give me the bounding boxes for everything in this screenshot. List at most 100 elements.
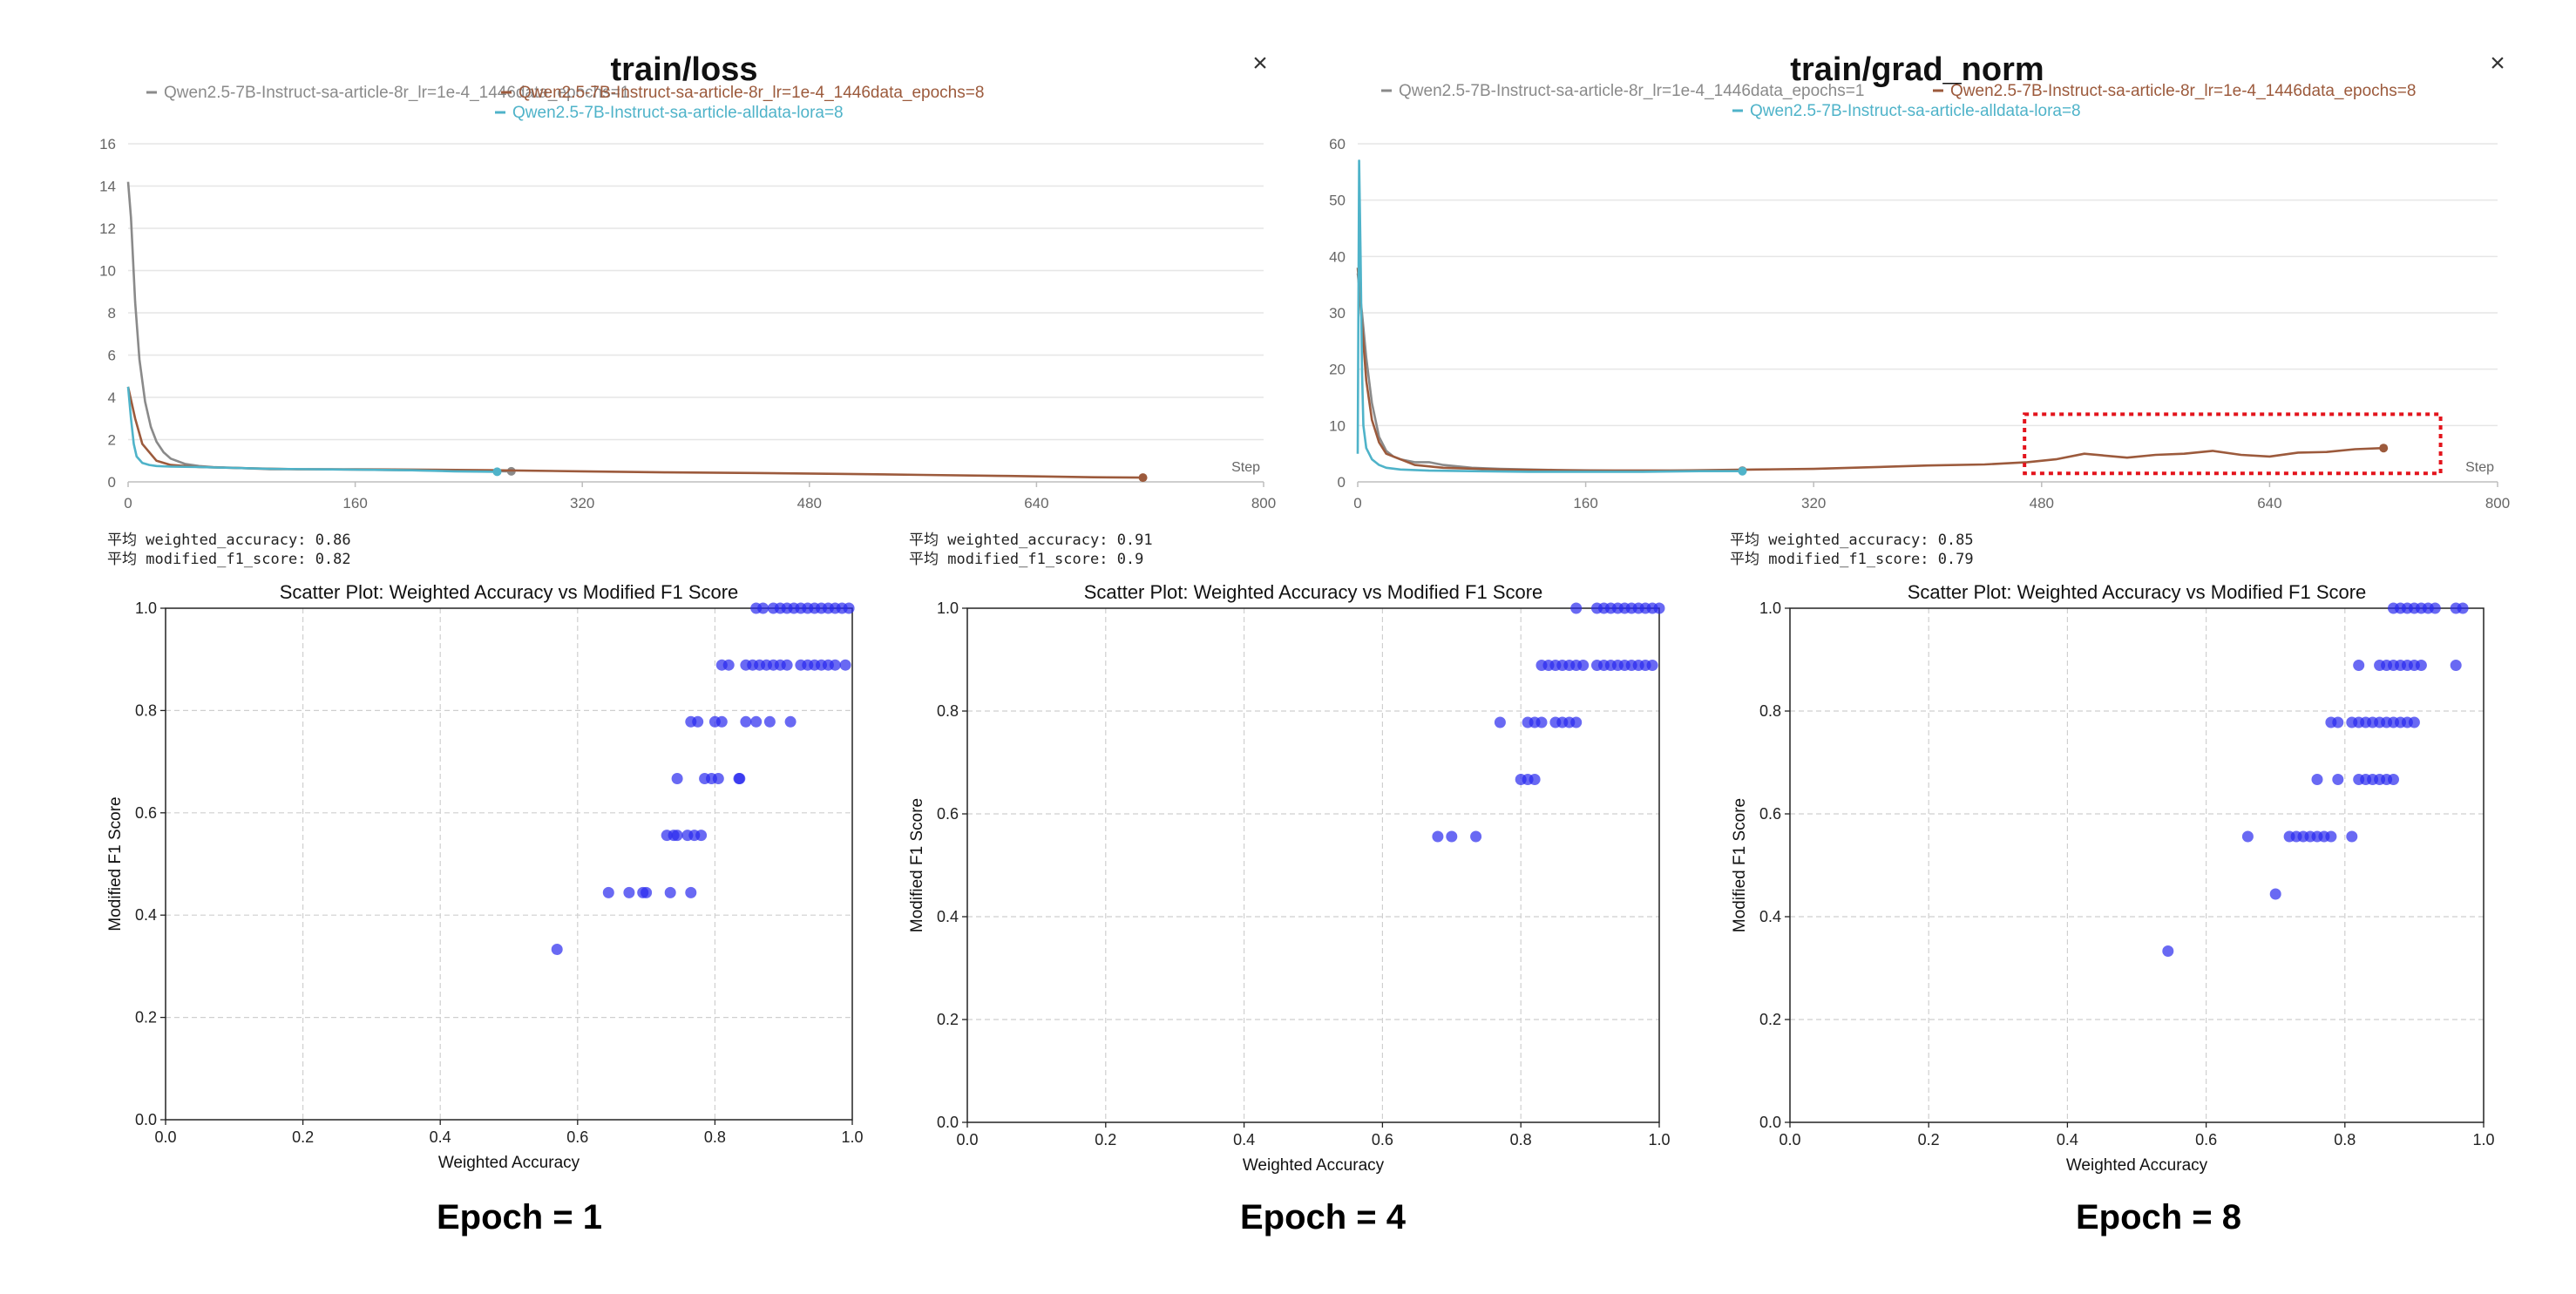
scatter-point <box>551 944 563 955</box>
scatter-point <box>2450 660 2462 671</box>
series-line <box>126 386 1143 479</box>
x-tick-label: 0.8 <box>2334 1131 2356 1148</box>
scatter-point <box>2269 888 2281 900</box>
x-tick-label: 320 <box>1801 495 1826 512</box>
x-tick-label: 0.6 <box>566 1128 588 1146</box>
scatter-title: Scatter Plot: Weighted Accuracy vs Modif… <box>1908 581 2367 603</box>
scatter-point <box>2429 602 2441 614</box>
y-tick-label: 60 <box>1329 136 1346 152</box>
x-tick-label: 480 <box>797 495 822 512</box>
y-tick-label: 0.0 <box>937 1114 959 1131</box>
scatter-point <box>2162 945 2174 957</box>
y-tick-label: 0.6 <box>135 804 157 822</box>
y-axis-label: Modified F1 Score <box>1731 798 1749 932</box>
y-tick-label: 4 <box>108 390 116 406</box>
x-tick-label: 160 <box>1573 495 1597 512</box>
scatter-point <box>2353 660 2365 671</box>
x-tick-label: 0.8 <box>1510 1131 1532 1148</box>
scatter-point <box>641 886 653 898</box>
scatter-point <box>602 886 614 898</box>
x-tick-label: 1.0 <box>841 1128 863 1146</box>
series-line <box>1356 273 1743 472</box>
y-tick-label: 30 <box>1329 305 1346 322</box>
scatter-point <box>763 715 776 728</box>
y-tick-label: 0.6 <box>937 805 959 823</box>
series-end-point <box>492 467 502 477</box>
scatter-point <box>734 773 746 784</box>
x-tick-label: 0 <box>124 495 132 512</box>
scatter-point <box>1570 602 1583 614</box>
plot-frame <box>165 607 853 1121</box>
scatter-point <box>2332 716 2344 728</box>
legend-entry: Qwen2.5-7B-Instruct-sa-article-alldata-l… <box>512 104 844 122</box>
x-tick-label: 0.2 <box>1095 1131 1116 1148</box>
legend-entry: Qwen2.5-7B-Instruct-sa-article-alldata-l… <box>1750 102 2081 120</box>
scatter-point <box>2346 830 2358 843</box>
chart-title: train/loss <box>611 51 758 88</box>
series-end-point <box>2379 444 2389 453</box>
x-tick-label: 0.4 <box>2057 1131 2078 1148</box>
scatter-point <box>2311 774 2323 785</box>
chart-title: train/grad_norm <box>1790 51 2044 88</box>
y-tick-label: 0.4 <box>135 906 157 924</box>
scatter-point <box>829 659 841 671</box>
highlight-box <box>2023 412 2443 476</box>
x-tick-label: 1.0 <box>1648 1131 1670 1148</box>
x-tick-label: 640 <box>2257 495 2281 512</box>
stats-line: 平均 weighted_accuracy: 0.86 <box>107 532 351 549</box>
line-chart-2: train/grad_norm × Qwen2.5-7B-Instruct-sa-a… <box>1329 49 2510 512</box>
legend-entry: Qwen2.5-7B-Instruct-sa-article-8r_lr=1e-… <box>1399 82 1864 100</box>
stats-line: 平均 weighted_accuracy: 0.91 <box>909 532 1153 549</box>
x-tick-label: 0.4 <box>1233 1131 1255 1148</box>
x-tick-label: 640 <box>1024 495 1048 512</box>
x-axis-label: Step <box>1231 460 1260 475</box>
stats-line: 平均 modified_f1_score: 0.82 <box>107 551 351 568</box>
stats-line: 平均 modified_f1_score: 0.9 <box>909 551 1143 568</box>
legend-entry: Qwen2.5-7B-Instruct-sa-article-8r_lr=1e-… <box>164 84 629 102</box>
scatter-point <box>664 886 676 898</box>
series-line <box>1356 159 1743 473</box>
x-tick-label: 0.8 <box>704 1128 726 1146</box>
x-axis-label: Weighted Accuracy <box>438 1154 580 1172</box>
y-tick-label: 0.8 <box>937 702 959 720</box>
y-tick-label: 1.0 <box>135 600 157 617</box>
y-axis-label: Modified F1 Score <box>106 796 125 931</box>
y-tick-label: 0.2 <box>135 1009 157 1026</box>
y-tick-label: 16 <box>99 136 116 152</box>
x-tick-label: 0.0 <box>1779 1131 1800 1148</box>
series-line <box>126 181 512 473</box>
y-tick-label: 10 <box>99 263 116 280</box>
series-end-point <box>1738 466 1747 476</box>
scatter-point <box>671 830 683 842</box>
legend-entry: Qwen2.5-7B-Instruct-sa-article-8r_lr=1e-… <box>519 84 984 102</box>
scatter-point <box>1577 660 1590 671</box>
scatter-point <box>1646 660 1658 671</box>
y-tick-label: 0.8 <box>1759 702 1781 720</box>
scatter-point <box>685 886 697 898</box>
scatter-point <box>750 715 763 728</box>
scatter-point <box>781 659 793 671</box>
plot-frame <box>966 607 1660 1123</box>
scatter-point <box>1432 830 1444 843</box>
close-icon[interactable]: × <box>1252 49 1268 78</box>
y-tick-label: 0 <box>1338 474 1346 491</box>
y-tick-label: 8 <box>108 305 116 322</box>
scatter-point <box>757 602 769 614</box>
y-tick-label: 0.0 <box>1759 1114 1781 1131</box>
scatter-point <box>1470 830 1482 843</box>
scatter-title: Scatter Plot: Weighted Accuracy vs Modif… <box>280 581 739 603</box>
y-tick-label: 10 <box>1329 417 1346 434</box>
close-icon[interactable]: × <box>2490 49 2505 78</box>
scatter-plot-epoch-3: 平均 weighted_accuracy: 0.85 平均 modified_f1… <box>1730 532 2495 1236</box>
y-tick-label: 50 <box>1329 193 1346 209</box>
scatter-point <box>2415 660 2427 671</box>
y-tick-label: 0 <box>108 474 116 491</box>
x-tick-label: 800 <box>1251 495 1276 512</box>
series-end-point <box>1138 473 1148 483</box>
epoch-caption: Epoch = 4 <box>1240 1198 1407 1236</box>
scatter-point <box>623 886 635 898</box>
scatter-point <box>692 715 704 728</box>
x-tick-label: 320 <box>570 495 594 512</box>
y-tick-label: 0.4 <box>937 908 959 925</box>
